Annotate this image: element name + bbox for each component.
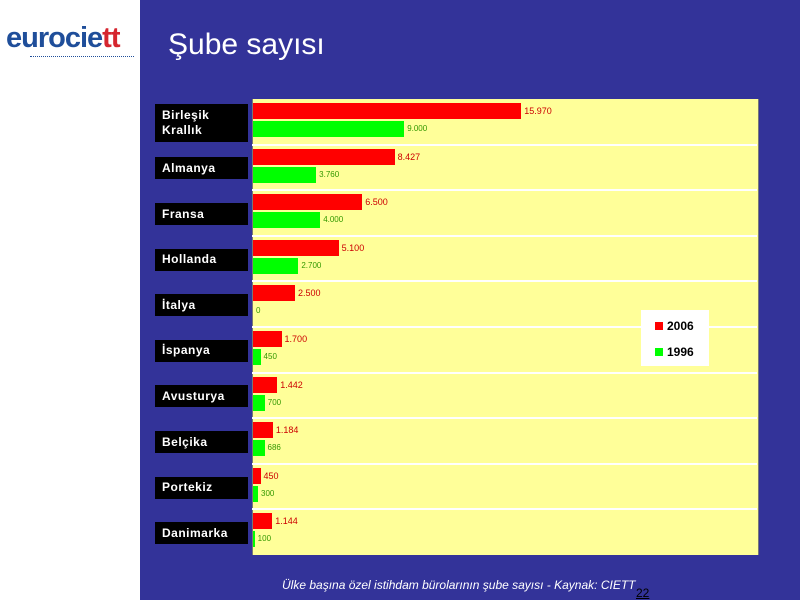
legend-swatch-1996 bbox=[655, 347, 663, 356]
logo-wordmark: eurociett bbox=[6, 22, 121, 54]
row-separator bbox=[252, 462, 757, 465]
bar-1996-birle-ik-krall-k bbox=[253, 121, 405, 137]
logo-tagline bbox=[30, 56, 134, 59]
bar-1996-i-spanya bbox=[253, 349, 261, 365]
data-label-1996-bel-ika: 686 bbox=[267, 443, 281, 453]
data-label-1996-avusturya: 700 bbox=[267, 397, 282, 407]
row-separator bbox=[252, 189, 757, 192]
row-separator bbox=[252, 234, 757, 237]
slide-title: Şube sayısı bbox=[168, 28, 325, 61]
bar-2006-danimarka bbox=[253, 513, 273, 530]
legend-label-2006: 2006 bbox=[667, 319, 694, 333]
bar-2006-avusturya bbox=[253, 376, 278, 393]
data-label-2006-i-spanya: 1.700 bbox=[284, 334, 308, 344]
row-separator bbox=[252, 143, 757, 146]
category-label-danimarka: Danimarka bbox=[155, 522, 248, 545]
bar-1996-portekiz bbox=[253, 485, 259, 502]
data-label-2006-fransa: 6.500 bbox=[365, 197, 388, 208]
data-label-2006-birle-ik-krall-k: 15.970 bbox=[524, 106, 552, 116]
data-label-1996-fransa: 4.000 bbox=[323, 215, 344, 225]
bar-2006-bel-ika bbox=[253, 422, 273, 439]
category-label-avusturya: Avusturya bbox=[155, 385, 248, 408]
legend-label-1996: 1996 bbox=[667, 345, 694, 359]
data-label-2006-avusturya: 1.442 bbox=[280, 379, 303, 390]
legend-item-1996: 1996 bbox=[655, 345, 694, 359]
data-label-1996-portekiz: 300 bbox=[261, 488, 275, 498]
data-label-2006-almanya: 8.427 bbox=[397, 151, 421, 162]
bar-1996-almanya bbox=[253, 166, 317, 183]
bar-1996-bel-ika bbox=[253, 440, 265, 457]
data-label-1996-almanya: 3.760 bbox=[319, 169, 340, 179]
bar-2006-portekiz bbox=[253, 467, 261, 484]
bar-1996-fransa bbox=[253, 212, 321, 229]
bar-2006-i-talya bbox=[253, 285, 295, 302]
bar-2006-i-spanya bbox=[253, 331, 282, 347]
bar-1996-avusturya bbox=[253, 394, 265, 411]
legend: 2006 1996 bbox=[641, 310, 709, 366]
category-label-portekiz: Portekiz bbox=[155, 476, 248, 499]
bar-2006-hollanda bbox=[253, 239, 339, 256]
bar-1996-hollanda bbox=[253, 257, 299, 274]
legend-item-2006: 2006 bbox=[655, 319, 694, 333]
category-label-hollanda: Hollanda bbox=[155, 248, 248, 271]
row-separator bbox=[252, 326, 757, 328]
data-label-2006-i-talya: 2.500 bbox=[298, 288, 321, 299]
category-label-i-spanya: İspanya bbox=[155, 339, 248, 362]
row-separator bbox=[252, 280, 757, 283]
data-label-1996-birle-ik-krall-k: 9.000 bbox=[407, 124, 428, 133]
category-label-birle-ik-krall-k: Birleşik Krallık bbox=[155, 103, 248, 142]
data-label-1996-hollanda: 2.700 bbox=[301, 260, 322, 270]
row-separator bbox=[252, 508, 757, 511]
row-separator bbox=[252, 417, 757, 420]
logo: eurociett bbox=[0, 0, 140, 80]
source-note: Ülke başına özel istihdam bürolarının şu… bbox=[282, 578, 636, 592]
data-label-1996-i-talya: 0 bbox=[256, 306, 261, 316]
row-separator bbox=[252, 371, 757, 374]
bar-1996-danimarka bbox=[253, 531, 255, 548]
bar-2006-birle-ik-krall-k bbox=[253, 103, 522, 119]
category-label-fransa: Fransa bbox=[155, 203, 248, 225]
data-label-1996-danimarka: 100 bbox=[257, 534, 272, 544]
category-label-i-talya: İtalya bbox=[155, 294, 248, 317]
category-label-bel-ika: Belçika bbox=[155, 431, 248, 453]
page-number: 22 bbox=[636, 586, 650, 600]
category-label-almanya: Almanya bbox=[155, 157, 248, 180]
data-label-1996-i-spanya: 450 bbox=[263, 352, 277, 361]
legend-swatch-2006 bbox=[655, 321, 663, 330]
data-label-2006-hollanda: 5.100 bbox=[341, 242, 365, 253]
data-label-2006-portekiz: 450 bbox=[263, 470, 279, 481]
bar-2006-fransa bbox=[253, 194, 363, 211]
data-label-2006-danimarka: 1.144 bbox=[275, 516, 298, 527]
bar-2006-almanya bbox=[253, 148, 395, 165]
data-label-2006-bel-ika: 1.184 bbox=[275, 425, 299, 436]
